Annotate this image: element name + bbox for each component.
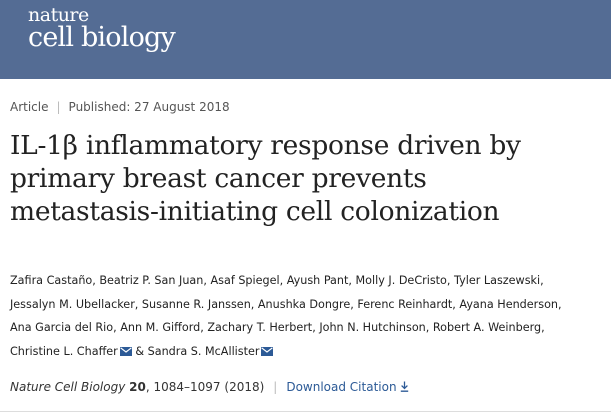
author-joiner: & (135, 344, 145, 358)
journal-name: Nature Cell Biology (10, 380, 126, 394)
author-link[interactable]: Ann M. Gifford, (120, 321, 204, 334)
corresponding-author-link[interactable]: Christine L. Chaffer (10, 344, 118, 358)
author-link[interactable]: Anushka Dongre, (257, 297, 354, 311)
mail-icon[interactable] (119, 346, 132, 356)
author-link[interactable]: Ana Garcia del Rio, (10, 321, 117, 334)
article-title: IL-1β inflammatory response driven by pr… (10, 129, 605, 228)
author-line: Ana Garcia del Rio, Ann M. Gifford, Zach… (10, 316, 608, 340)
logo-line-2: cell biology (28, 22, 176, 53)
author-link[interactable]: Ferenc Reinhardt, (357, 297, 456, 311)
author-list: Zafira Castaño, Beatriz P. San Juan, Asa… (10, 269, 608, 363)
author-link[interactable]: Jessalyn M. Ubellacker, (10, 297, 139, 311)
download-citation-label: Download Citation (286, 380, 397, 394)
author-line: Christine L. Chaffer & Sandra S. McAllis… (10, 340, 608, 364)
author-link[interactable]: John N. Hutchinson, (319, 321, 430, 334)
download-citation-link[interactable]: Download Citation (286, 380, 408, 394)
journal-pages: , 1084–1097 (2018) (145, 380, 265, 394)
meta-divider: | (56, 100, 61, 114)
citation-line: Nature Cell Biology 20, 1084–1097 (2018)… (10, 380, 409, 394)
author-link[interactable]: Susanne R. Janssen, (141, 297, 255, 311)
divider-line (0, 411, 611, 412)
author-link[interactable]: Asaf Spiegel, (210, 274, 284, 287)
article-meta: Article | Published: 27 August 2018 (10, 100, 230, 114)
author-link[interactable]: Ayush Pant, (286, 274, 352, 287)
author-link[interactable]: Ayana Henderson, (459, 297, 562, 311)
journal-logo[interactable]: nature cell biology (28, 4, 176, 53)
journal-volume: 20 (129, 380, 146, 394)
article-type: Article (10, 100, 49, 114)
author-line: Zafira Castaño, Beatriz P. San Juan, Asa… (10, 269, 608, 293)
logo-line-1: nature (28, 4, 89, 26)
published-date: Published: 27 August 2018 (68, 100, 230, 114)
corresponding-author-link[interactable]: Sandra S. McAllister (147, 344, 260, 358)
download-icon (400, 381, 408, 392)
mail-icon[interactable] (261, 346, 274, 356)
title-line: IL-1β inflammatory response driven by (10, 130, 521, 161)
author-link[interactable]: Robert A. Weinberg, (432, 321, 545, 334)
citation-divider: | (273, 380, 278, 394)
author-link[interactable]: Tyler Laszewski, (454, 274, 544, 287)
author-link[interactable]: Zachary T. Herbert, (207, 321, 316, 334)
author-link[interactable]: Molly J. DeCristo, (355, 274, 451, 287)
site-header: nature cell biology (0, 0, 611, 79)
author-link[interactable]: Beatriz P. San Juan, (99, 274, 207, 287)
author-line: Jessalyn M. Ubellacker, Susanne R. Janss… (10, 293, 608, 317)
author-link[interactable]: Zafira Castaño, (10, 274, 96, 287)
title-line: metastasis-initiating cell colonization (10, 196, 500, 227)
title-line: primary breast cancer prevents (10, 163, 427, 194)
